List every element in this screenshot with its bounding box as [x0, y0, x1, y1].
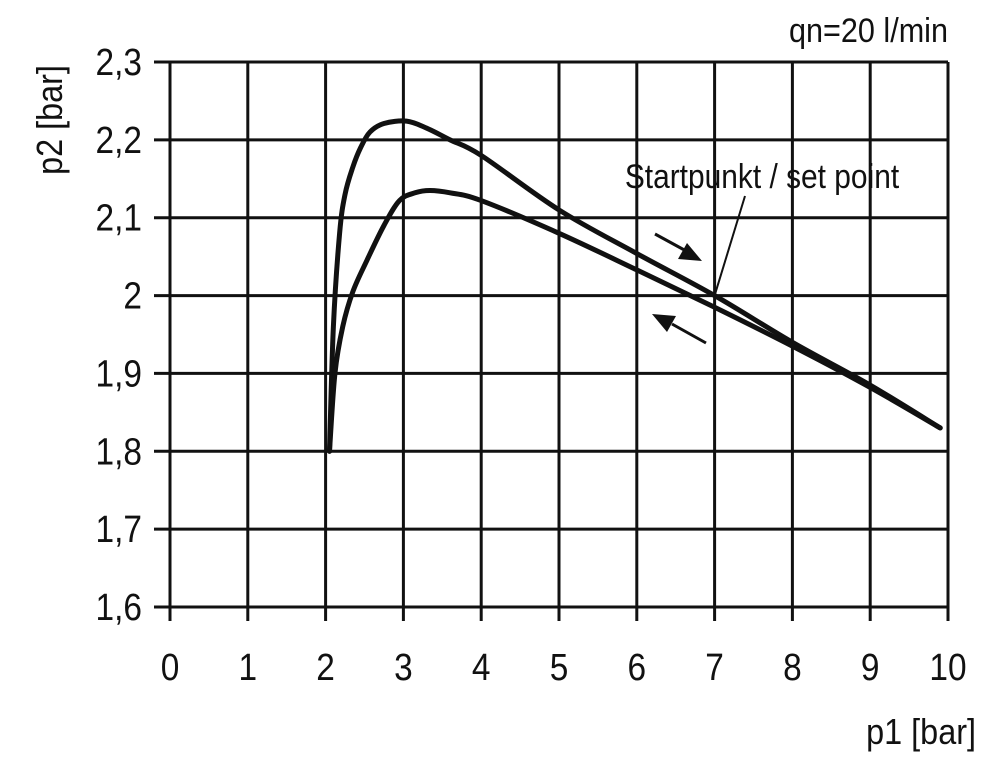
x-tick-label: 9 — [861, 646, 880, 688]
annotations: qn=20 l/min Startpunkt / set point — [625, 12, 948, 345]
y-tick-label: 1,8 — [96, 430, 142, 472]
arrow-up-left-icon — [652, 314, 707, 345]
y-tick-label: 2 — [123, 275, 142, 317]
x-axis-label: p1 [bar] — [866, 712, 976, 752]
y-tick-label: 1,6 — [96, 586, 142, 628]
y-tick-label: 1,9 — [96, 352, 142, 394]
x-tick-label: 7 — [705, 646, 724, 688]
x-tick-label: 5 — [550, 646, 569, 688]
x-tick-label: 10 — [929, 646, 966, 688]
y-axis-label: p2 [bar] — [30, 65, 70, 175]
y-tick-label: 2,2 — [96, 119, 142, 161]
setpoint-label: Startpunkt / set point — [625, 157, 899, 195]
flow-annotation: qn=20 l/min — [789, 12, 948, 50]
x-tick-label: 8 — [783, 646, 802, 688]
series-group — [326, 118, 943, 454]
setpoint-leader-line — [713, 195, 746, 296]
x-tick-label: 6 — [628, 646, 647, 688]
tick-labels: 0 1 2 3 4 5 6 7 8 9 10 1,6 1,7 1,8 1,9 2 2,1 2,2 2,3 — [96, 41, 967, 688]
arrow-down-right-icon — [654, 232, 702, 261]
x-tick-label: 1 — [239, 646, 258, 688]
lower-curve — [326, 187, 943, 454]
grid — [154, 60, 950, 621]
x-tick-label: 3 — [394, 646, 413, 688]
y-tick-label: 2,3 — [96, 41, 142, 83]
x-tick-label: 4 — [472, 646, 491, 688]
y-tick-label: 2,1 — [96, 197, 142, 239]
x-tick-label: 0 — [161, 646, 180, 688]
x-tick-label: 2 — [316, 646, 335, 688]
y-tick-label: 1,7 — [96, 508, 142, 550]
upper-curve — [326, 118, 943, 454]
